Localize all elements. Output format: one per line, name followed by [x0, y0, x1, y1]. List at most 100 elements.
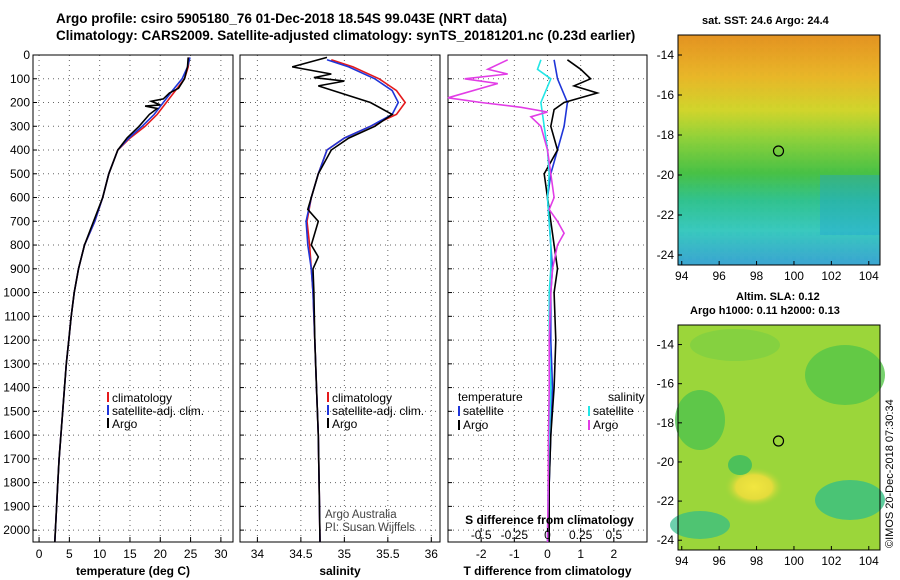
top-tick-label: 0.5	[605, 528, 622, 542]
sla-region-a	[690, 329, 780, 361]
top-tick-label: 0.25	[569, 528, 593, 542]
legend-label: satellite	[463, 404, 504, 418]
sla-map-subtitle: Argo h1000: 0.11 h2000: 0.13	[690, 305, 840, 317]
y-tick-label: 1800	[3, 476, 30, 490]
y-tick-label: 900	[10, 262, 30, 276]
map-y-tick-label: -14	[657, 338, 675, 352]
x-tick-label: 35.5	[376, 547, 400, 561]
legend-label: Argo	[593, 418, 619, 432]
y-tick-label: 1900	[3, 499, 30, 513]
map-x-tick-label: 96	[712, 269, 726, 283]
x-tick-label: 15	[123, 547, 137, 561]
x-tick-label: 30	[214, 547, 228, 561]
y-tick-label: 2000	[3, 523, 30, 537]
y-tick-label: 1500	[3, 404, 30, 418]
x-tick-label: 20	[154, 547, 168, 561]
y-tick-label: 700	[10, 214, 30, 228]
legend-title-temperature: temperature	[458, 390, 523, 404]
map-y-tick-label: -20	[657, 455, 675, 469]
sla-frame	[677, 324, 881, 551]
y-tick-label: 1000	[3, 286, 30, 300]
profile-panel-salinity: 34 34.5 35 35.5 36 salinity climatologysatelli…	[239, 54, 441, 578]
profile-panel-differences: -2 -1 0 1 2 T difference from climatology temp…	[447, 54, 648, 578]
axes-frame	[32, 54, 234, 543]
map-x-tick-label: 98	[750, 269, 764, 283]
map-y-tick-label: -14	[657, 48, 675, 62]
legend-label: satellite-adj. clim.	[332, 404, 424, 418]
credit-text: ©IMOS 20-Dec-2018 07:30:34	[884, 399, 896, 548]
map-x-tick-label: 102	[821, 269, 841, 283]
sla-map-panel	[670, 324, 885, 551]
top-tick-label: 0	[544, 528, 551, 542]
sla-region-g	[670, 511, 730, 539]
y-tick-label: 200	[10, 96, 30, 110]
legend-label: Argo	[332, 417, 358, 431]
x-tick-label: 1	[577, 547, 584, 561]
y-tick-label: 1200	[3, 333, 30, 347]
legend-label: climatology	[332, 391, 392, 405]
map-y-tick-label: -18	[657, 128, 675, 142]
top-tick-label: -0.25	[501, 528, 529, 542]
y-tick-label: 1700	[3, 452, 30, 466]
sla-region-b	[805, 345, 885, 405]
sla-argo-marker	[772, 435, 785, 447]
title-line-1: Argo profile: csiro 5905180_76 01-Dec-20…	[56, 11, 507, 26]
x-tick-label: 35	[338, 547, 352, 561]
map-y-tick-label: -22	[657, 208, 675, 222]
sst-cool-region	[820, 175, 880, 235]
x-tick-label: 2	[610, 547, 617, 561]
series-line-argo	[54, 57, 189, 543]
map-y-tick-label: -16	[657, 377, 675, 391]
x-tick-label: 36	[425, 547, 439, 561]
x-tick-label: 25	[184, 547, 198, 561]
map-axes-sla_map: 94 96 98 100 102 104 -14 -16 -18 -20 -22 -24	[657, 338, 879, 568]
map-y-tick-label: -22	[657, 494, 675, 508]
title-line-2: Climatology: CARS2009. Satellite-adjuste…	[56, 28, 636, 43]
map-y-tick-label: -24	[657, 248, 675, 262]
top-axis-label: S difference from climatology	[465, 513, 634, 527]
legend-label: satellite	[593, 404, 634, 418]
legend-label: climatology	[112, 391, 172, 405]
y-tick-label: 600	[10, 191, 30, 205]
legend-label: Argo	[463, 418, 489, 432]
map-x-tick-label: 104	[859, 554, 879, 568]
legend-label: Argo	[112, 417, 138, 431]
sla-region-f	[815, 480, 885, 520]
series-line-satellite-adj-clim-	[305, 59, 400, 543]
series-line-t-argo	[543, 59, 601, 542]
map-x-tick-label: 94	[675, 554, 689, 568]
sst-map-panel	[677, 34, 881, 266]
sla-map-title: Altim. SLA: 0.12	[736, 291, 820, 303]
legend-label: satellite-adj. clim.	[112, 404, 204, 418]
series-line-s-argo	[447, 59, 566, 543]
y-tick-label: 1100	[4, 309, 30, 323]
x-tick-label: 34.5	[289, 547, 313, 561]
sst-argo-marker	[772, 145, 785, 157]
y-tick-label: 1600	[3, 428, 30, 442]
sst-map-title: sat. SST: 24.6 Argo: 24.4	[702, 15, 829, 27]
x-tick-label: 0	[544, 547, 551, 561]
map-x-tick-label: 94	[675, 269, 689, 283]
map-y-tick-label: -20	[657, 168, 675, 182]
axes-frame	[239, 54, 441, 543]
x-tick-label: 10	[93, 547, 107, 561]
y-tick-label: 800	[10, 238, 30, 252]
y-tick-label: 0	[23, 48, 30, 62]
map-x-tick-label: 96	[712, 554, 726, 568]
x-tick-label: 5	[66, 547, 73, 561]
x-axis-label: salinity	[319, 564, 361, 578]
y-tick-label: 300	[10, 119, 30, 133]
x-tick-label: 0	[36, 547, 43, 561]
annotation-text: PI: Susan Wijffels	[325, 522, 415, 534]
map-x-tick-label: 102	[821, 554, 841, 568]
sla-region-d	[700, 435, 820, 515]
y-tick-label: 1400	[3, 381, 30, 395]
profile-panel-temperature: 0 5 10 15 20 25 300100200300400500600700800900…	[3, 48, 234, 578]
series-line-climatology	[54, 57, 191, 543]
map-x-tick-label: 100	[784, 269, 804, 283]
sst-frame	[677, 34, 881, 266]
map-y-tick-label: -24	[657, 533, 675, 547]
y-tick-label: 400	[10, 143, 30, 157]
sst-heatmap-texture	[678, 35, 880, 265]
